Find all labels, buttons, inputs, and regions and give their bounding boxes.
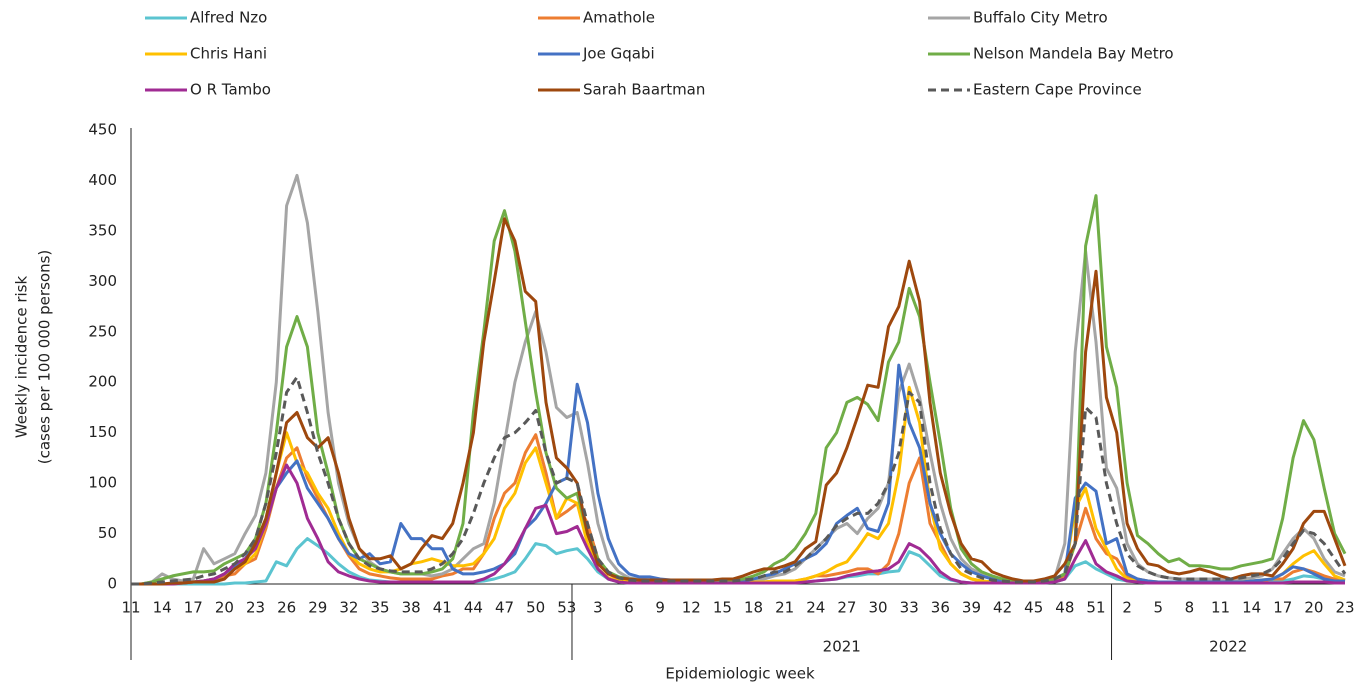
x-tick-label: 38 — [402, 599, 421, 617]
x-tick-label: 44 — [464, 599, 483, 617]
y-tick-label: 200 — [88, 373, 117, 391]
series-line — [131, 217, 1347, 586]
x-tick-label: 8 — [1185, 599, 1195, 617]
legend-label: Alfred Nzo — [190, 9, 267, 27]
x-tick-label: 5 — [1153, 599, 1163, 617]
x-tick-label: 32 — [339, 599, 358, 617]
legend-label: Amathole — [583, 9, 655, 27]
x-tick-label: 42 — [993, 599, 1012, 617]
y-tick-label: 50 — [98, 524, 117, 542]
x-axis-title: Epidemiologic week — [665, 665, 815, 683]
x-tick-label: 11 — [1211, 599, 1230, 617]
x-tick-label: 17 — [184, 599, 203, 617]
x-tick-label: 18 — [744, 599, 763, 617]
x-tick-label: 29 — [308, 599, 327, 617]
x-tick-label: 2 — [1122, 599, 1132, 617]
y-tick-label: 300 — [88, 272, 117, 290]
series-line — [131, 433, 1346, 586]
y-tick-label: 400 — [88, 171, 117, 189]
x-tick-label: 15 — [713, 599, 732, 617]
x-tick-label: 14 — [153, 599, 172, 617]
x-tick-label: 23 — [246, 599, 265, 617]
x-tick-label: 45 — [1024, 599, 1043, 617]
y-tick-label: 250 — [88, 322, 117, 340]
x-tick-label: 23 — [1335, 599, 1354, 617]
y-tick-label: 450 — [88, 121, 117, 139]
x-tick-label: 9 — [655, 599, 665, 617]
x-tick-label: 41 — [433, 599, 452, 617]
x-tick-label: 51 — [1086, 599, 1105, 617]
series-line — [131, 173, 1346, 586]
x-tick-label: 36 — [931, 599, 950, 617]
legend-label: Joe Gqabi — [582, 45, 655, 63]
series-line — [131, 463, 1345, 586]
x-tick-label: 20 — [215, 599, 234, 617]
series-line — [131, 385, 1346, 586]
y-tick-label: 350 — [88, 221, 117, 239]
y-tick-label: 150 — [88, 423, 117, 441]
legend-label: Chris Hani — [190, 45, 267, 63]
x-tick-label: 35 — [370, 599, 389, 617]
x-tick-label: 12 — [682, 599, 701, 617]
x-tick-label: 14 — [1242, 599, 1261, 617]
y-tick-label: 100 — [88, 474, 117, 492]
legend-label: Buffalo City Metro — [973, 9, 1108, 27]
x-tick-label: 30 — [869, 599, 888, 617]
x-tick-label: 17 — [1273, 599, 1292, 617]
y-axis-title: (cases per 100 000 persons) — [36, 250, 54, 464]
x-tick-label: 33 — [900, 599, 919, 617]
x-tick-label: 24 — [806, 599, 825, 617]
x-tick-label: 47 — [495, 599, 514, 617]
x-tick-label: 39 — [962, 599, 981, 617]
x-tick-label: 48 — [1055, 599, 1074, 617]
x-tick-label: 50 — [526, 599, 545, 617]
x-tick-label: 11 — [121, 599, 140, 617]
x-tick-label: 21 — [775, 599, 794, 617]
x-tick-label: 53 — [557, 599, 576, 617]
series-line — [131, 194, 1347, 586]
y-tick-label: 0 — [107, 575, 117, 593]
legend-label: O R Tambo — [190, 81, 271, 99]
legend-label: Eastern Cape Province — [973, 81, 1142, 99]
legend-label: Nelson Mandela Bay Metro — [973, 45, 1174, 63]
x-tick-label: 27 — [837, 599, 856, 617]
group-label: 2022 — [1209, 638, 1247, 656]
x-tick-label: 3 — [593, 599, 603, 617]
legend-label: Sarah Baartman — [583, 81, 705, 99]
group-label: 2021 — [823, 638, 861, 656]
x-tick-label: 6 — [624, 599, 634, 617]
x-tick-label: 20 — [1304, 599, 1323, 617]
y-axis-title: Weekly incidence risk — [13, 276, 31, 439]
series-line — [131, 375, 1347, 586]
x-tick-label: 26 — [277, 599, 296, 617]
